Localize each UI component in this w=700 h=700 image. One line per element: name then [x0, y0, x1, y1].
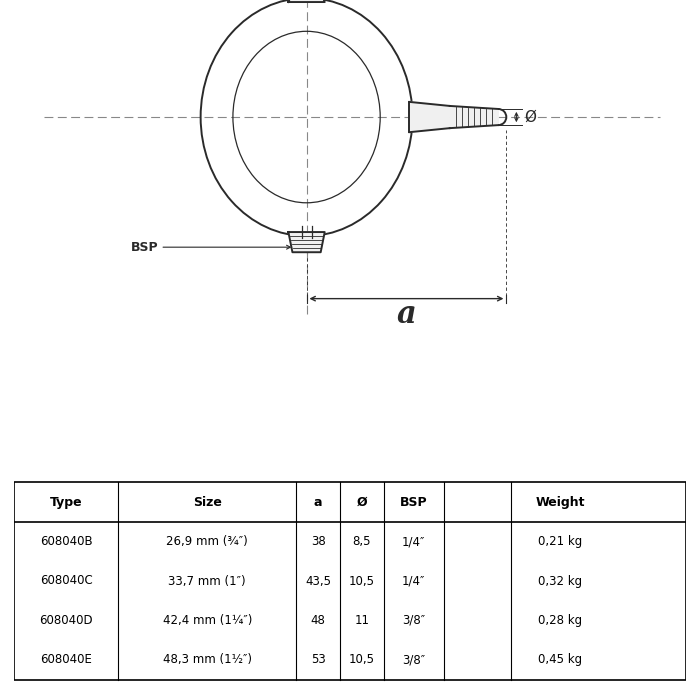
Text: BSP: BSP: [400, 496, 428, 508]
Text: Ø: Ø: [356, 496, 367, 508]
Text: 608040C: 608040C: [40, 575, 92, 587]
Text: 11: 11: [354, 614, 370, 627]
Text: 3/8″: 3/8″: [402, 614, 426, 627]
Text: BSP: BSP: [131, 241, 158, 253]
Text: 53: 53: [311, 654, 326, 666]
Text: 48,3 mm (1½″): 48,3 mm (1½″): [162, 654, 252, 666]
Text: 3/8″: 3/8″: [402, 654, 426, 666]
Text: 10,5: 10,5: [349, 575, 375, 587]
Text: 608040B: 608040B: [40, 535, 92, 548]
Text: 0,32 kg: 0,32 kg: [538, 575, 582, 587]
Text: 42,4 mm (1¼″): 42,4 mm (1¼″): [162, 614, 252, 627]
Text: Weight: Weight: [536, 496, 584, 508]
Text: Type: Type: [50, 496, 83, 508]
Text: 38: 38: [311, 535, 326, 548]
Text: 33,7 mm (1″): 33,7 mm (1″): [169, 575, 246, 587]
Text: 8,5: 8,5: [353, 535, 371, 548]
Text: a: a: [397, 300, 416, 330]
Text: 608040E: 608040E: [40, 654, 92, 666]
Text: 1/4″: 1/4″: [402, 535, 426, 548]
Text: 1/4″: 1/4″: [402, 575, 426, 587]
Text: 608040D: 608040D: [39, 614, 93, 627]
Text: 10,5: 10,5: [349, 654, 375, 666]
Text: 0,21 kg: 0,21 kg: [538, 535, 582, 548]
Text: 43,5: 43,5: [305, 575, 331, 587]
Text: Size: Size: [193, 496, 222, 508]
Text: 48: 48: [311, 614, 326, 627]
Polygon shape: [410, 102, 450, 132]
Polygon shape: [288, 232, 325, 252]
Text: Ø: Ø: [524, 109, 536, 125]
Polygon shape: [450, 106, 498, 128]
Text: a: a: [314, 496, 322, 508]
Text: 0,28 kg: 0,28 kg: [538, 614, 582, 627]
Text: 26,9 mm (¾″): 26,9 mm (¾″): [167, 535, 248, 548]
Polygon shape: [288, 0, 325, 2]
Text: 0,45 kg: 0,45 kg: [538, 654, 582, 666]
